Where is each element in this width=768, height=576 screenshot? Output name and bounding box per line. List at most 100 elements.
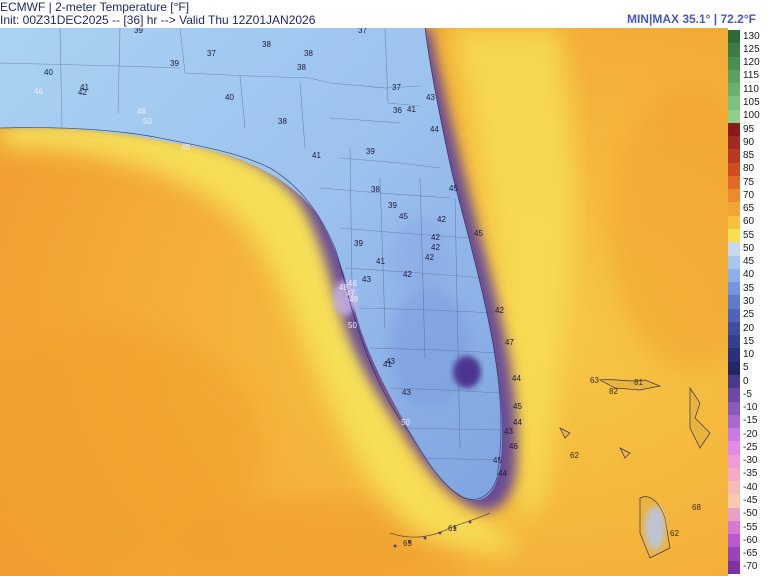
colorbar-tick-label: 40 — [743, 269, 755, 281]
colorbar-tick-label: 60 — [743, 216, 755, 228]
temperature-value-label: 48 — [181, 143, 190, 152]
colorbar-swatch — [728, 242, 740, 257]
colorbar-tick-label: -60 — [743, 534, 758, 546]
colorbar-tick-label: -10 — [743, 402, 758, 414]
temperature-value-label: 45 — [449, 184, 458, 193]
colorbar-swatch — [728, 467, 740, 482]
colorbar-tick-label: -5 — [743, 388, 752, 400]
colorbar-swatch — [728, 534, 740, 548]
map-title: ECMWF | 2-meter Temperature [°F] — [0, 0, 190, 14]
colorbar-tick-label: -50 — [743, 508, 758, 520]
colorbar-tick-label: 10 — [743, 349, 755, 361]
temperature-value-label: 42 — [403, 270, 412, 279]
temperature-value-label: 43 — [386, 357, 395, 366]
temperature-value-label: 43 — [426, 93, 435, 102]
andros-cool-area — [645, 506, 665, 550]
temperature-map: 39 37 38 38 38 37 40 39 41 42 40 46 48 50 48 38 37 36 41 43… — [0, 28, 728, 576]
temperature-value-label: 49 — [349, 295, 358, 304]
colorbar-swatch — [728, 122, 740, 137]
temperature-value-label: 48 — [137, 107, 146, 116]
colorbar-tick-label: 20 — [743, 322, 755, 334]
colorbar-swatch — [728, 547, 740, 562]
land-mass — [0, 28, 502, 501]
temperature-value-label: 62 — [670, 529, 679, 538]
temperature-value-label: 42 — [431, 243, 440, 252]
colorbar-tick-label: 70 — [743, 189, 755, 201]
temperature-value-label: 42 — [78, 88, 87, 97]
colorbar-tick-label: 105 — [743, 96, 760, 108]
colorbar-tick-label: 80 — [743, 163, 755, 175]
temperature-value-label: 39 — [354, 239, 363, 248]
colorbar-tick-label: -40 — [743, 481, 758, 493]
temperature-value-label: 46 — [34, 87, 43, 96]
colorbar-swatch — [728, 507, 740, 522]
colorbar-swatch — [728, 162, 740, 177]
colorbar-tick-label: -70 — [743, 561, 758, 573]
temperature-value-label: 44 — [512, 374, 521, 383]
atlantic-warm-patch — [610, 88, 728, 368]
colorbar-tick-label: 90 — [743, 136, 755, 148]
temperature-value-label: 46 — [509, 442, 518, 451]
temperature-value-label: 45 — [474, 229, 483, 238]
temperature-value-label: 44 — [498, 469, 507, 478]
colorbar-swatch — [728, 83, 740, 97]
temperature-value-label: 41 — [376, 257, 385, 266]
colorbar-swatch — [728, 215, 740, 230]
colorbar-swatch — [728, 189, 740, 203]
florida-keys — [393, 520, 472, 548]
colorbar-tick-label: 55 — [743, 229, 755, 241]
colorbar-swatch — [728, 175, 740, 190]
temperature-value-label: 41 — [80, 83, 89, 92]
temperature-value-label: 38 — [371, 185, 380, 194]
temperature-value-label: 44 — [513, 418, 522, 427]
colorbar-swatch — [728, 56, 740, 71]
temperature-value-label: 37 — [207, 49, 216, 58]
colorbar-tick-label: 45 — [743, 256, 755, 268]
colorbar-swatch — [728, 308, 740, 323]
colorbar-tick-label: -15 — [743, 415, 758, 427]
temperature-value-label: 45 — [399, 212, 408, 221]
temperature-value-label: 45 — [493, 456, 502, 465]
colorbar-tick-label: 15 — [743, 335, 755, 347]
colorbar-swatch — [728, 109, 740, 124]
colorbar-swatch — [728, 560, 740, 575]
colorbar-swatch — [728, 43, 740, 58]
colorbar-tick-label: 130 — [743, 30, 760, 42]
temperature-value-label: 41 — [312, 151, 321, 160]
temperature-value-label: 38 — [278, 117, 287, 126]
colorbar-swatch — [728, 348, 740, 363]
colorbar-tick-label: 5 — [743, 362, 749, 374]
temperature-value-label: 43 — [362, 275, 371, 284]
min-max-readout: MIN|MAX 35.1° | 72.2°F — [626, 12, 756, 26]
colorbar-tick-label: -55 — [743, 521, 758, 533]
colorbar-swatch — [728, 268, 740, 283]
boundary-lines — [0, 28, 501, 461]
colorbar-tick-label: 30 — [743, 296, 755, 307]
inland-cool-area — [390, 218, 450, 298]
colorbar-swatch — [728, 282, 740, 296]
colorbar-swatch — [728, 69, 740, 84]
temperature-value-label: 46 — [348, 279, 357, 288]
colorbar-tick-label: 0 — [743, 375, 749, 387]
colorbar-swatch — [728, 454, 740, 469]
colorbar-tick-label: 100 — [743, 110, 760, 122]
colorbar-tick-label: -30 — [743, 455, 758, 467]
lake-okeechobee — [453, 356, 481, 388]
colorbar-swatch — [728, 494, 740, 509]
temperature-value-label: 81 — [634, 378, 643, 387]
gulf-coast-band — [0, 99, 520, 552]
colorbar-tick-label: 120 — [743, 57, 760, 69]
colorbar-swatch — [728, 414, 740, 429]
colorbar-swatch — [728, 361, 740, 376]
temperature-value-label: 39 — [388, 201, 397, 210]
inland-cool-area — [390, 288, 470, 408]
colorbar-swatch — [728, 428, 740, 442]
temperature-value-label: 40 — [225, 93, 234, 102]
colorbar-swatch — [728, 388, 740, 402]
colorbar-tick-label: 125 — [743, 43, 760, 55]
temperature-value-label: 36 — [393, 106, 402, 115]
atlantic-coast-band — [450, 28, 575, 528]
colorbar-tick-label: 110 — [743, 83, 759, 95]
